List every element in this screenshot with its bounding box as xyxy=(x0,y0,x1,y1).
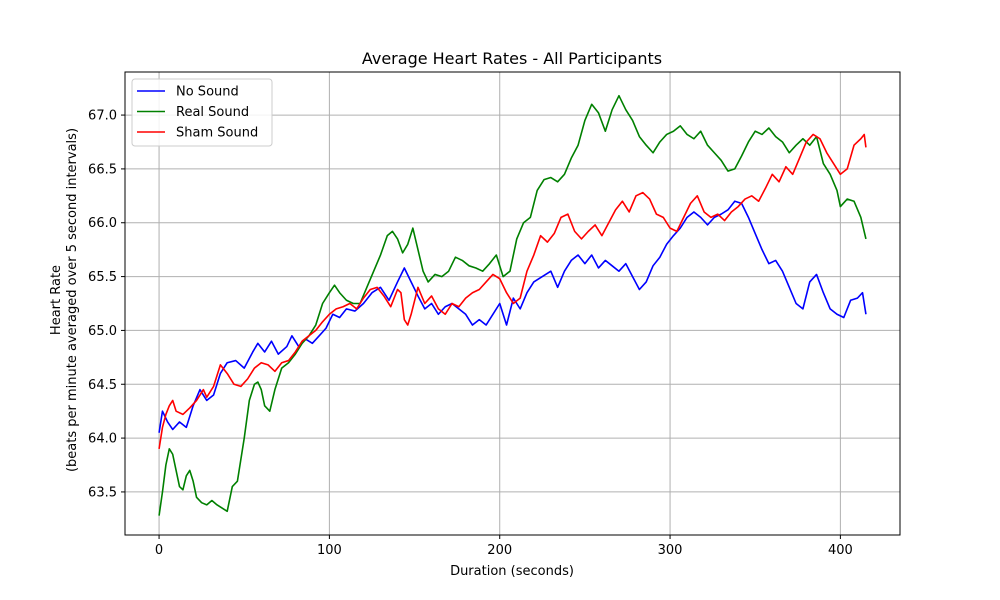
series-line-no-sound xyxy=(158,200,867,433)
series-line-real-sound xyxy=(158,94,867,516)
axis-ticks: 0 100 200 300 400 63.5 64.0 64.5 65.0 65.5 66.0 66.… xyxy=(88,109,853,558)
y-axis-label: Heart Rate (beats per minute averaged ov… xyxy=(49,128,80,472)
y-tick-label: 64.0 xyxy=(88,432,117,447)
legend-label-real-sound: Real Sound xyxy=(176,105,249,120)
x-tick-label: 200 xyxy=(487,543,512,558)
plot-frame xyxy=(124,71,901,536)
y-axis-label-line2: (beats per minute averaged over 5 second… xyxy=(65,128,80,472)
y-tick-label: 65.5 xyxy=(88,270,117,285)
legend-label-no-sound: No Sound xyxy=(176,85,239,100)
y-axis-label-line1: Heart Rate xyxy=(49,265,64,335)
x-tick-label: 400 xyxy=(828,543,853,558)
legend-box xyxy=(131,78,273,147)
legend-label-sham-sound: Sham Sound xyxy=(176,126,258,141)
series-line-sham-sound xyxy=(158,133,867,449)
y-tick-label: 66.5 xyxy=(88,162,117,177)
y-tick-label: 66.0 xyxy=(88,216,117,231)
y-tick-label: 63.5 xyxy=(88,485,117,500)
y-tick-label: 67.0 xyxy=(88,109,117,124)
x-tick-label: 0 xyxy=(155,543,163,558)
y-tick-label: 65.0 xyxy=(88,324,117,339)
x-axis-label: Duration (seconds) xyxy=(450,564,574,579)
chart-title: Average Heart Rates - All Participants xyxy=(362,49,662,68)
x-tick-label: 100 xyxy=(317,543,342,558)
legend: No Sound Real Sound Sham Sound xyxy=(131,78,273,147)
series-lines xyxy=(158,94,867,516)
x-tick-label: 300 xyxy=(658,543,683,558)
y-tick-label: 64.5 xyxy=(88,378,117,393)
